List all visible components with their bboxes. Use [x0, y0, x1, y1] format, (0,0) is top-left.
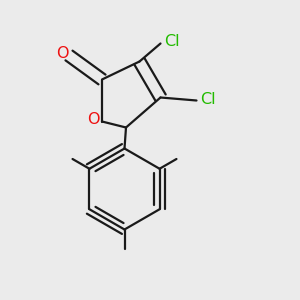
Text: O: O — [56, 46, 69, 61]
Text: O: O — [87, 112, 100, 128]
Text: Cl: Cl — [164, 34, 180, 49]
Text: Cl: Cl — [200, 92, 216, 107]
